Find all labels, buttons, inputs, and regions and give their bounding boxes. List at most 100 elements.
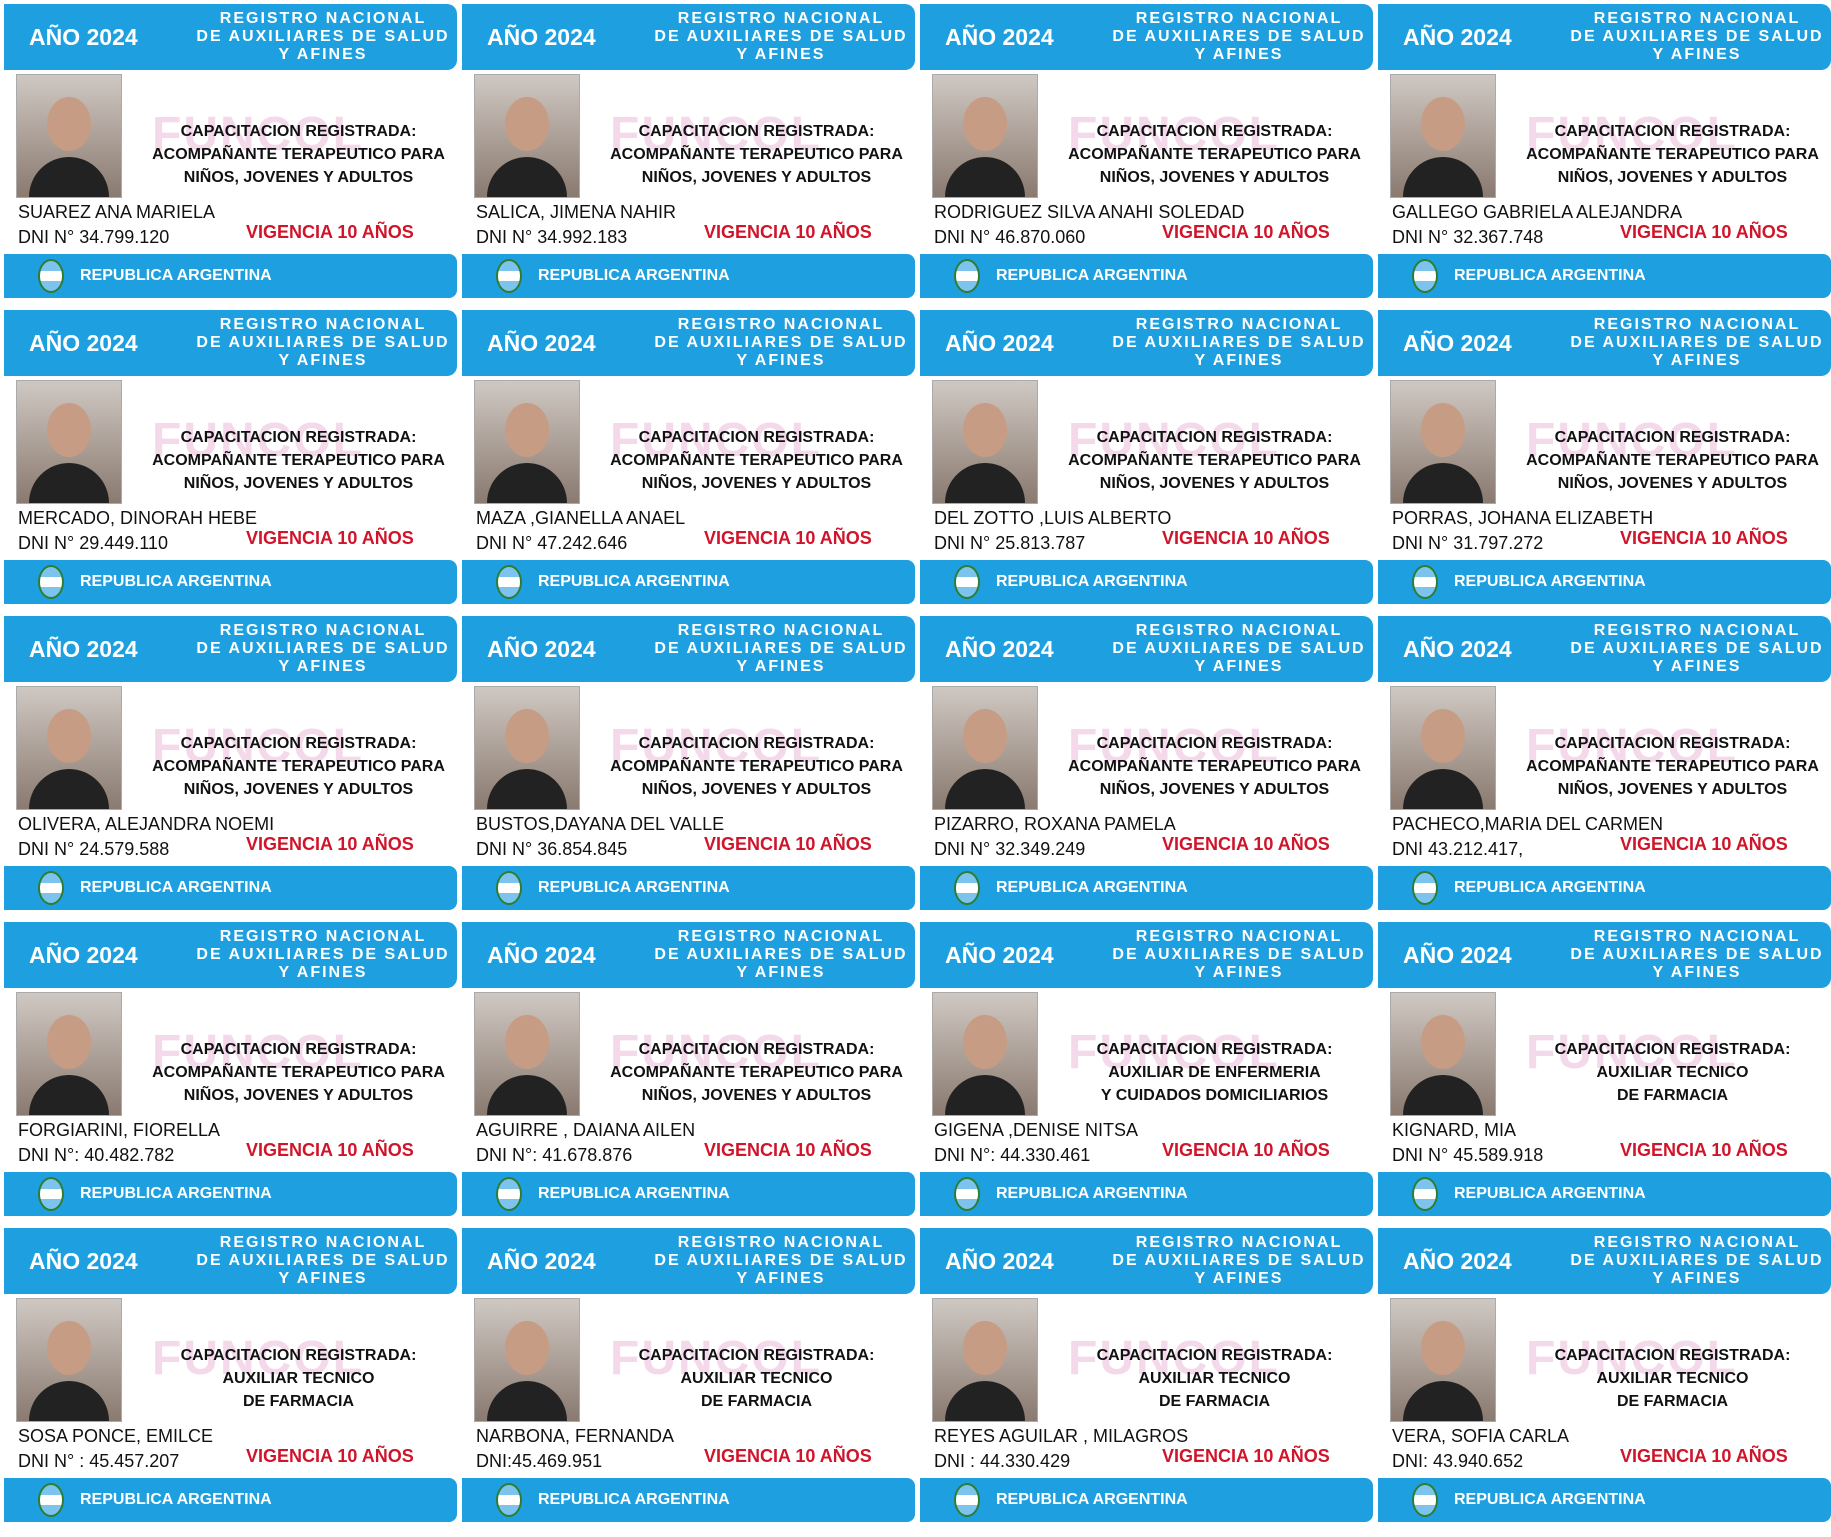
argentina-coat-of-arms-icon — [496, 565, 522, 599]
country-label: REPUBLICA ARGENTINA — [538, 267, 730, 284]
country-label: REPUBLICA ARGENTINA — [538, 1185, 730, 1202]
card-footer: REPUBLICA ARGENTINA — [4, 1478, 457, 1522]
person-photo — [932, 686, 1038, 810]
credential-card: AÑO 2024 REGISTRO NACIONAL DE AUXILIARES… — [2, 308, 459, 613]
card-header: AÑO 2024 REGISTRO NACIONAL DE AUXILIARES… — [462, 1228, 915, 1294]
year-label: AÑO 2024 — [1403, 941, 1512, 968]
registry-title: REGISTRO NACIONAL DE AUXILIARES DE SALUD… — [1570, 928, 1824, 981]
validity-label: VIGENCIA 10 AÑOS — [704, 834, 872, 854]
person-name: GIGENA ,DENISE NITSA — [934, 1120, 1139, 1140]
credential-card: AÑO 2024 REGISTRO NACIONAL DE AUXILIARES… — [918, 614, 1375, 919]
card-header: AÑO 2024 REGISTRO NACIONAL DE AUXILIARES… — [462, 922, 915, 988]
person-dni: DNI N°: 41.678.876 — [476, 1145, 633, 1165]
credential-card: AÑO 2024 REGISTRO NACIONAL DE AUXILIARES… — [460, 308, 917, 613]
registry-title: REGISTRO NACIONAL DE AUXILIARES DE SALUD… — [654, 1234, 908, 1287]
validity-label: VIGENCIA 10 AÑOS — [704, 528, 872, 548]
registry-title: REGISTRO NACIONAL DE AUXILIARES DE SALUD… — [1570, 316, 1824, 369]
year-label: AÑO 2024 — [487, 635, 596, 662]
validity-label: VIGENCIA 10 AÑOS — [1162, 834, 1330, 854]
credential-card: AÑO 2024 REGISTRO NACIONAL DE AUXILIARES… — [460, 614, 917, 919]
credential-card: AÑO 2024 REGISTRO NACIONAL DE AUXILIARES… — [460, 920, 917, 1225]
course-info: CAPACITACION REGISTRADA: AUXILIAR TECNIC… — [1554, 1347, 1791, 1410]
country-label: REPUBLICA ARGENTINA — [996, 879, 1188, 896]
year-label: AÑO 2024 — [487, 941, 596, 968]
person-name: MERCADO, DINORAH HEBE — [18, 508, 258, 528]
card-footer: REPUBLICA ARGENTINA — [920, 1478, 1373, 1522]
person-dni: DNI N° 24.579.588 — [18, 839, 170, 859]
year-label: AÑO 2024 — [487, 1247, 596, 1274]
person-dni: DNI:45.469.951 — [476, 1451, 603, 1471]
course-info: CAPACITACION REGISTRADA: ACOMPAÑANTE TER… — [1068, 735, 1361, 798]
card-footer: REPUBLICA ARGENTINA — [462, 866, 915, 910]
watermark-logo: FUNCOL — [1526, 1026, 1738, 1079]
year-label: AÑO 2024 — [29, 23, 138, 50]
card-header: AÑO 2024 REGISTRO NACIONAL DE AUXILIARES… — [4, 1228, 457, 1294]
person-photo — [16, 1298, 122, 1422]
card-footer: REPUBLICA ARGENTINA — [4, 560, 457, 604]
person-photo — [474, 686, 580, 810]
year-label: AÑO 2024 — [29, 329, 138, 356]
card-footer: REPUBLICA ARGENTINA — [1378, 1478, 1831, 1522]
argentina-coat-of-arms-icon — [954, 565, 980, 599]
credential-card: AÑO 2024 REGISTRO NACIONAL DE AUXILIARES… — [1376, 308, 1831, 613]
validity-label: VIGENCIA 10 AÑOS — [246, 528, 414, 548]
validity-label: VIGENCIA 10 AÑOS — [1620, 1140, 1788, 1160]
argentina-coat-of-arms-icon — [38, 871, 64, 905]
argentina-coat-of-arms-icon — [38, 1177, 64, 1211]
card-header: AÑO 2024 REGISTRO NACIONAL DE AUXILIARES… — [1378, 922, 1831, 988]
course-info: CAPACITACION REGISTRADA: ACOMPAÑANTE TER… — [1526, 123, 1819, 186]
person-photo — [1390, 1298, 1496, 1422]
watermark-logo: FUNCOL — [610, 108, 822, 161]
country-label: REPUBLICA ARGENTINA — [80, 267, 272, 284]
validity-label: VIGENCIA 10 AÑOS — [246, 834, 414, 854]
card-footer: REPUBLICA ARGENTINA — [462, 254, 915, 298]
person-photo — [474, 380, 580, 504]
validity-label: VIGENCIA 10 AÑOS — [1620, 528, 1788, 548]
watermark-logo: FUNCOL — [1068, 108, 1280, 161]
year-label: AÑO 2024 — [945, 329, 1054, 356]
year-label: AÑO 2024 — [1403, 1247, 1512, 1274]
country-label: REPUBLICA ARGENTINA — [80, 1185, 272, 1202]
registry-title: REGISTRO NACIONAL DE AUXILIARES DE SALUD… — [196, 928, 450, 981]
person-name: PORRAS, JOHANA ELIZABETH — [1392, 508, 1654, 528]
person-photo — [16, 686, 122, 810]
credential-card: AÑO 2024 REGISTRO NACIONAL DE AUXILIARES… — [918, 1226, 1375, 1531]
card-header: AÑO 2024 REGISTRO NACIONAL DE AUXILIARES… — [920, 1228, 1373, 1294]
credential-card: AÑO 2024 REGISTRO NACIONAL DE AUXILIARES… — [1376, 614, 1831, 919]
card-footer: REPUBLICA ARGENTINA — [1378, 254, 1831, 298]
validity-label: VIGENCIA 10 AÑOS — [246, 1446, 414, 1466]
course-info: CAPACITACION REGISTRADA: ACOMPAÑANTE TER… — [610, 1041, 903, 1104]
credential-card: AÑO 2024 REGISTRO NACIONAL DE AUXILIARES… — [1376, 1226, 1831, 1531]
person-dni: DNI 43.212.417, — [1392, 839, 1524, 859]
validity-label: VIGENCIA 10 AÑOS — [1162, 1140, 1330, 1160]
person-photo — [932, 992, 1038, 1116]
country-label: REPUBLICA ARGENTINA — [80, 1491, 272, 1508]
person-dni: DNI: 43.940.652 — [1392, 1451, 1524, 1471]
card-header: AÑO 2024 REGISTRO NACIONAL DE AUXILIARES… — [462, 4, 915, 70]
card-header: AÑO 2024 REGISTRO NACIONAL DE AUXILIARES… — [4, 310, 457, 376]
card-footer: REPUBLICA ARGENTINA — [1378, 560, 1831, 604]
card-header: AÑO 2024 REGISTRO NACIONAL DE AUXILIARES… — [1378, 310, 1831, 376]
course-info: CAPACITACION REGISTRADA: AUXILIAR TECNIC… — [638, 1347, 875, 1410]
argentina-coat-of-arms-icon — [1412, 871, 1438, 905]
credential-card: AÑO 2024 REGISTRO NACIONAL DE AUXILIARES… — [2, 920, 459, 1225]
card-footer: REPUBLICA ARGENTINA — [4, 1172, 457, 1216]
country-label: REPUBLICA ARGENTINA — [996, 1491, 1188, 1508]
card-footer: REPUBLICA ARGENTINA — [920, 254, 1373, 298]
country-label: REPUBLICA ARGENTINA — [996, 1185, 1188, 1202]
card-header: AÑO 2024 REGISTRO NACIONAL DE AUXILIARES… — [4, 922, 457, 988]
credential-card: AÑO 2024 REGISTRO NACIONAL DE AUXILIARES… — [1376, 920, 1831, 1225]
person-dni: DNI : 44.330.429 — [934, 1451, 1071, 1471]
person-name: NARBONA, FERNANDA — [476, 1426, 675, 1446]
watermark-logo: FUNCOL — [152, 108, 364, 161]
person-dni: DNI N° 34.992.183 — [476, 227, 628, 247]
watermark-logo: FUNCOL — [610, 1332, 822, 1385]
validity-label: VIGENCIA 10 AÑOS — [1162, 1446, 1330, 1466]
validity-label: VIGENCIA 10 AÑOS — [246, 1140, 414, 1160]
validity-label: VIGENCIA 10 AÑOS — [704, 1140, 872, 1160]
year-label: AÑO 2024 — [945, 23, 1054, 50]
person-name: RODRIGUEZ SILVA ANAHI SOLEDAD — [934, 202, 1245, 222]
person-photo — [16, 992, 122, 1116]
person-photo — [16, 380, 122, 504]
argentina-coat-of-arms-icon — [954, 1177, 980, 1211]
